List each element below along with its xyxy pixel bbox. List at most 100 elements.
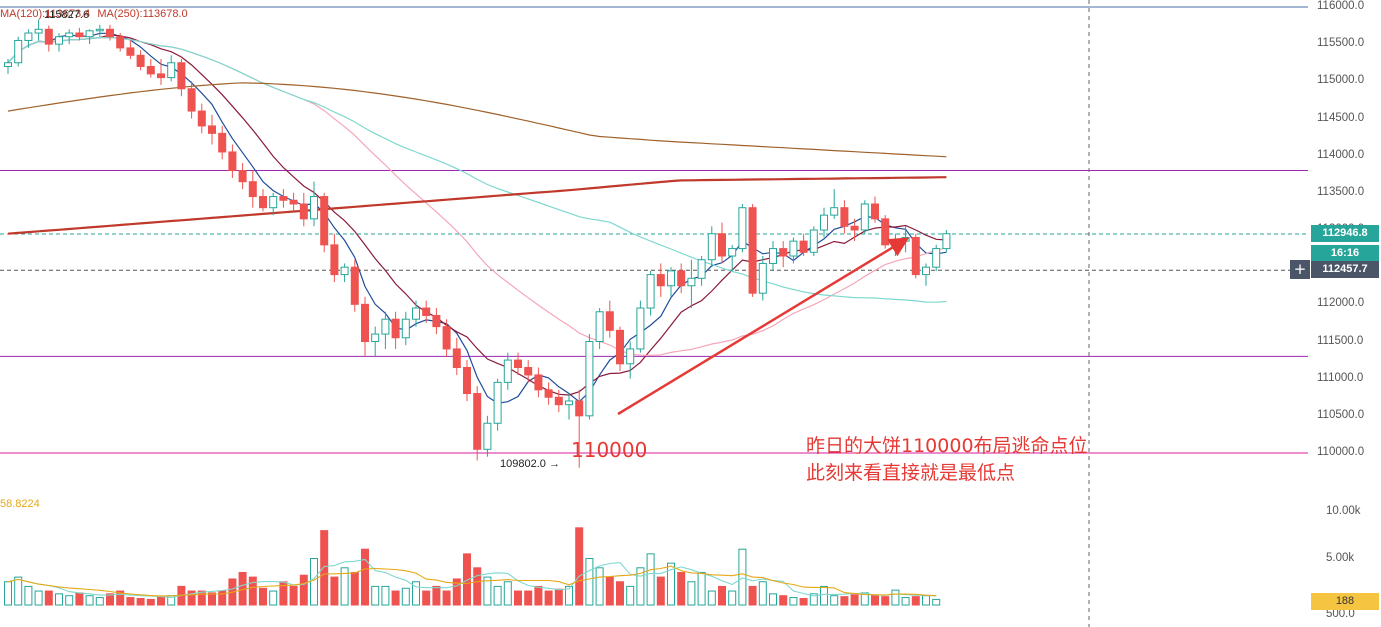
volume-bar [493,585,502,606]
annotation-line-2: 此刻来看直接就是最低点 [806,462,1016,484]
candle-body [605,311,614,331]
candle-body [626,348,635,365]
volume-bar [401,587,410,606]
ma120-line [7,82,947,158]
volume-bar [809,593,818,606]
add-icon[interactable]: + [1290,260,1310,279]
candle-body [452,348,461,369]
candle-body [595,311,604,342]
candle-body [514,359,522,369]
candle-body [565,400,573,406]
volume-bar [769,593,777,606]
volume-bar [738,548,747,606]
candle-body [65,32,74,38]
volume-bar [473,567,482,606]
ma-line [7,32,947,404]
volume-bar [820,585,828,606]
volume-bar [44,590,53,606]
volume-bar [728,590,737,606]
candle-body [248,181,257,198]
volume-ma-line [7,558,937,599]
candle-body [116,36,125,49]
candle-body [381,318,390,335]
candle-body [860,203,869,231]
analysis-annotation: 昨日的大饼110000布局逃命点位 此刻来看直接就是最低点 [806,433,1088,487]
candle-body [422,307,431,316]
volume-bar [320,530,329,606]
annotation-line-1: 昨日的大饼110000布局逃命点位 [806,435,1088,457]
volume-bar [932,598,941,606]
moving-average-lines [7,32,947,404]
high-price-label: 115827.6 [44,9,90,21]
volume-bar [881,596,890,606]
volume-bar [248,576,257,606]
volume-bar [330,576,339,606]
price-axis-label: 111500.0 [1317,334,1364,347]
candle-body [157,73,165,79]
volume-bar [789,597,798,606]
low-price-value: 109802.0 [500,458,546,470]
volume-bar [116,590,125,606]
candle-body [493,381,502,424]
candle-body [707,233,716,261]
volume-bar [626,585,635,606]
candle-body [269,196,278,209]
volume-bar [85,595,94,606]
candle-body [330,244,339,276]
volume-bar [656,576,665,606]
candle-body [667,270,675,287]
candle-body [728,248,737,257]
price-axis-label: 110500.0 [1317,408,1365,421]
volume-bar [534,585,543,606]
volume-bar [748,585,757,606]
candle-body [401,318,410,339]
candle-body [177,62,186,90]
candle-body [585,341,594,417]
candle-body [95,28,104,32]
volume-bar [697,571,706,606]
volume-bar [259,587,267,606]
volume-ma-line [7,565,937,597]
candle-body [554,396,563,406]
volume-bar [432,585,441,606]
ma250-label: MA(250):113678.0 [97,8,188,20]
candle-body [840,207,849,227]
candle-body [809,229,818,253]
candle-body [34,28,43,34]
candle-body [473,393,482,450]
volume-bar [758,581,767,606]
volume-bar [687,581,696,606]
candle-body [718,233,726,257]
volume-bar [452,578,461,606]
candle-body [646,274,655,309]
volume-bar [310,558,318,606]
price-axis-label: 114500.0 [1317,111,1365,124]
volume-bar [299,574,308,606]
candle-body [126,47,135,56]
candle-body [259,196,267,209]
volume-bar [340,567,349,606]
volume-bar [799,597,808,606]
volume-bar [911,596,920,606]
candle-body [44,28,53,45]
price-axis-label: 111000.0 [1317,371,1364,384]
candle-body [371,333,380,343]
volume-bar [412,581,420,606]
volume-bar [269,590,278,606]
volume-bar [381,585,390,606]
volume-bar [503,581,512,606]
volume-bar [146,598,155,606]
candle-body [197,110,206,127]
volume-bar [187,590,196,606]
candle-body [534,374,543,391]
volume-bar [483,576,492,606]
volume-bar [34,590,43,606]
candle-body [320,196,329,246]
candle-body [14,39,23,64]
candle-body [850,225,859,231]
candle-body [575,400,584,417]
volume-bar [901,597,910,606]
arrow-right-icon: → [548,458,560,470]
candle-body [432,314,441,328]
